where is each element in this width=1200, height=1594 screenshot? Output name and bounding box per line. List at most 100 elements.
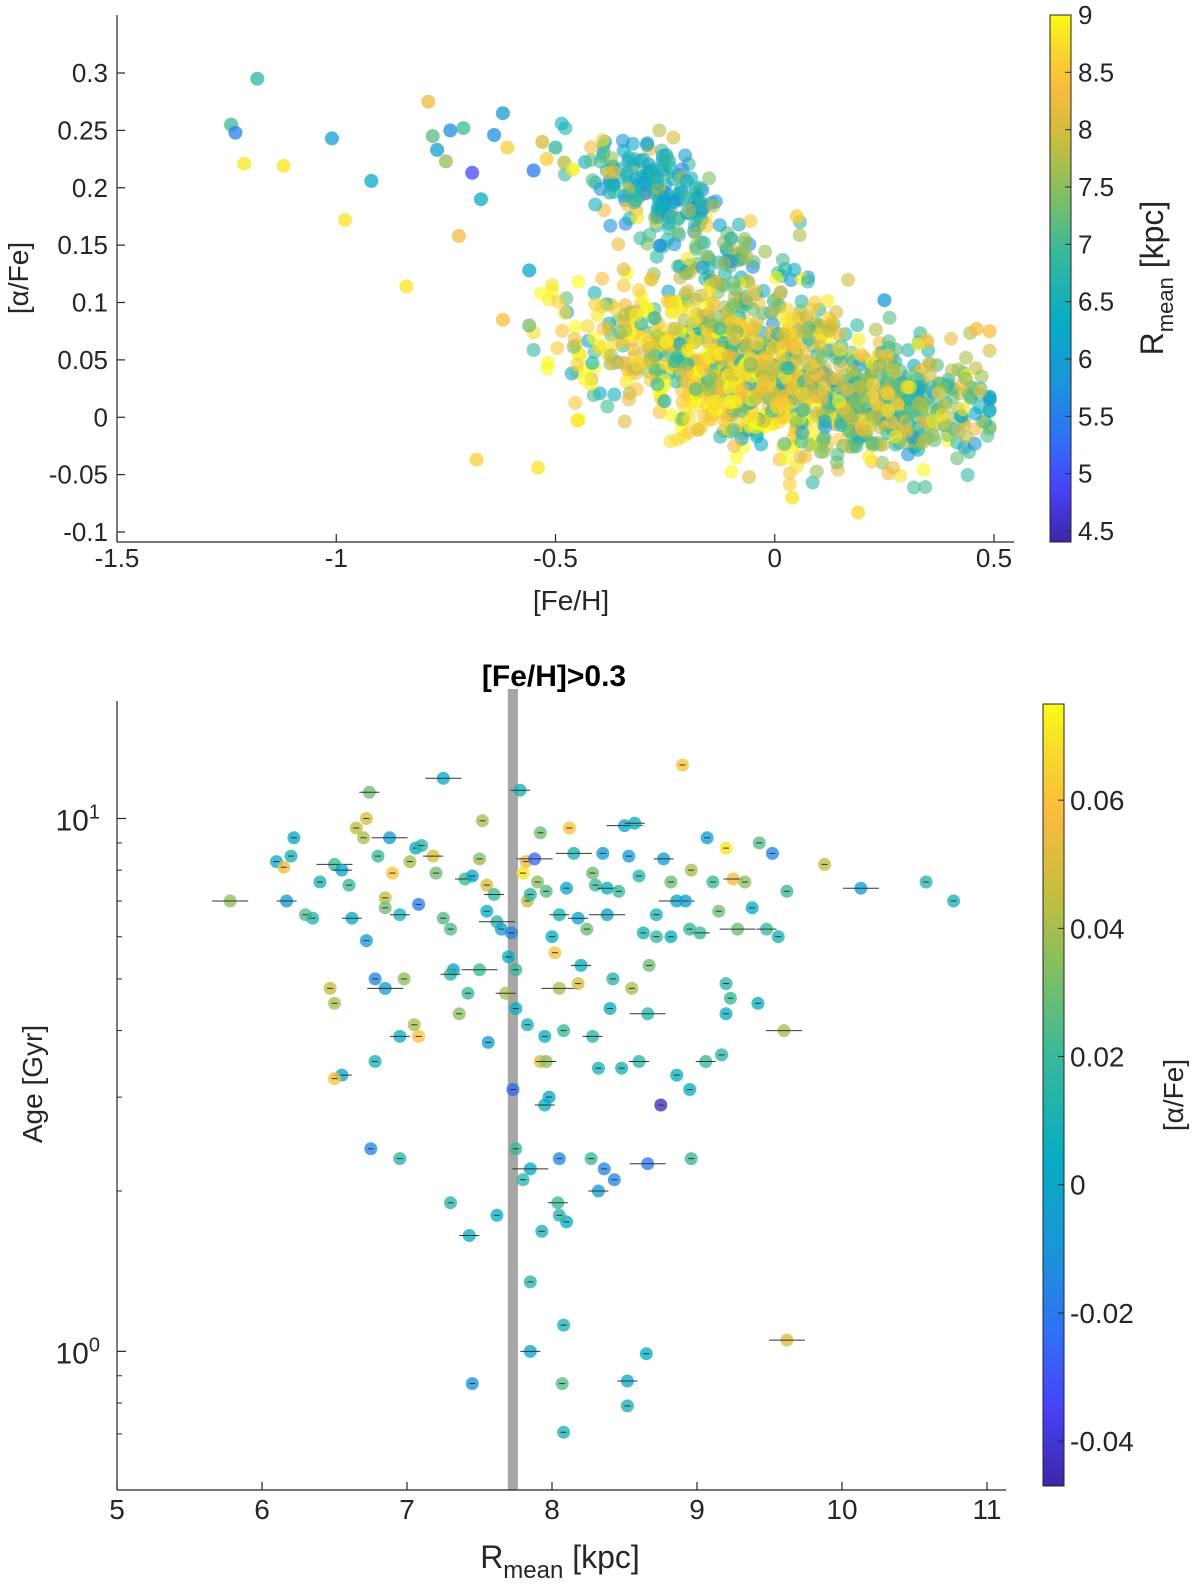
data-point [901,343,915,358]
data-point [667,237,682,252]
data-point [809,389,824,404]
data-point [682,203,697,218]
y-tick-label: 0.1 [72,288,108,318]
colorbar-label: Rmean [kpc] [1134,201,1178,356]
data-point [756,373,771,388]
data-point [875,455,890,470]
data-point [615,133,630,148]
data-point [652,123,667,138]
data-point [805,302,820,317]
data-point [588,297,603,312]
y-tick-label: 0.05 [57,345,108,375]
data-point [797,402,812,417]
data-point [830,447,845,462]
data-point [703,412,718,427]
data-point [881,386,895,401]
data-point [809,464,824,479]
data-point [739,249,754,264]
data-point [728,282,743,296]
colorbar-tick-label: -0.04 [1070,1426,1134,1457]
data-point [604,348,619,363]
data-point [670,225,685,240]
data-point [679,365,694,380]
y-tick-label: -0.05 [49,460,108,490]
colorbar-tick-label: 4.5 [1078,516,1114,546]
data-point [276,158,291,173]
data-point [873,420,888,435]
data-point [956,402,971,416]
data-point [588,197,603,212]
colorbar-tick-label: 8.5 [1078,57,1114,87]
data-point [630,210,645,225]
data-point [680,251,695,266]
data-point [603,218,618,233]
data-point [596,321,611,336]
data-point [688,239,703,254]
data-point [825,371,840,386]
data-point [845,363,860,378]
data-point [647,311,661,326]
data-point [636,152,651,167]
data-point [438,154,453,169]
x-tick-label: 9 [689,1494,705,1525]
data-point [364,173,379,188]
data-point [702,171,717,186]
data-point [721,348,736,363]
data-point [743,214,758,229]
data-point [777,328,791,343]
data-point [712,321,727,336]
data-point [626,342,641,357]
data-point [585,355,600,370]
data-point [840,382,855,397]
data-point [777,436,792,451]
data-point [607,185,622,199]
data-point [800,274,815,289]
data-point [617,414,632,429]
data-point [595,271,610,286]
data-point [541,355,556,370]
data-point [663,408,678,422]
data-point [780,397,795,412]
data-point [792,228,807,243]
data-point [789,209,804,224]
data-point [688,382,703,397]
data-point [526,343,541,357]
colorbar-gradient [1049,14,1072,543]
data-point [912,396,927,411]
data-point [813,339,828,354]
x-tick-label: 10 [826,1494,857,1525]
data-point [851,505,866,520]
data-point [735,382,750,397]
x-tick-label: 6 [254,1494,270,1525]
data-point [633,231,648,246]
data-point [678,148,693,163]
colorbar-ticks: 4.5 5 5.5 6 6.5 7 7.5 8 8.5 9 [1065,0,1114,546]
data-point [673,270,688,285]
x-axis-label: Rmean [kpc] [480,1539,640,1584]
data-point [982,343,997,358]
data-point [869,362,884,377]
data-point [712,218,727,233]
colorbar-gradient [1042,703,1065,1487]
data-point [708,275,723,289]
data-point [430,142,445,157]
data-point [617,308,632,323]
data-point [781,361,796,376]
data-point [680,343,695,358]
data-point [911,337,926,352]
data-point [558,121,573,136]
data-point [916,462,931,477]
data-point [802,437,816,452]
data-point [805,475,820,490]
data-point [487,128,502,142]
data-point [699,249,714,264]
data-point [968,406,983,421]
data-point [841,407,856,422]
data-point [571,274,586,289]
data-point [959,350,973,365]
data-point [906,480,921,495]
data-point [859,424,874,439]
data-point [868,407,883,422]
y-tick-label: 0 [94,402,108,432]
data-point [727,438,742,453]
